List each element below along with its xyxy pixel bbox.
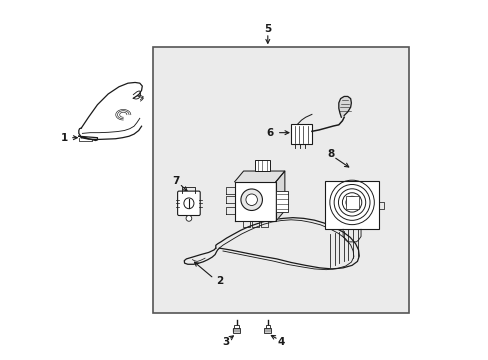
Bar [325, 181, 378, 229]
Bar [330, 222, 336, 227]
Bar [265, 324, 269, 329]
Polygon shape [234, 182, 275, 221]
Bar [233, 328, 240, 333]
Bar [345, 196, 358, 209]
Text: 4: 4 [277, 337, 284, 347]
Circle shape [245, 194, 257, 206]
Ellipse shape [183, 198, 194, 209]
Polygon shape [234, 171, 285, 182]
Text: 1: 1 [61, 133, 68, 143]
Text: 6: 6 [266, 128, 273, 138]
Bar [264, 328, 271, 333]
Bar [337, 220, 343, 226]
Bar [153, 47, 408, 313]
Text: 3: 3 [222, 337, 229, 347]
Polygon shape [338, 96, 351, 117]
Circle shape [241, 189, 262, 211]
Bar [275, 191, 288, 212]
Text: 2: 2 [216, 276, 224, 286]
Bar [255, 160, 269, 171]
Text: 7: 7 [172, 176, 180, 186]
Bar [234, 324, 238, 329]
Text: 8: 8 [326, 149, 333, 159]
Circle shape [185, 216, 191, 221]
Text: 5: 5 [264, 24, 271, 35]
FancyBboxPatch shape [177, 191, 200, 216]
Bar [290, 125, 311, 144]
Polygon shape [275, 171, 285, 221]
